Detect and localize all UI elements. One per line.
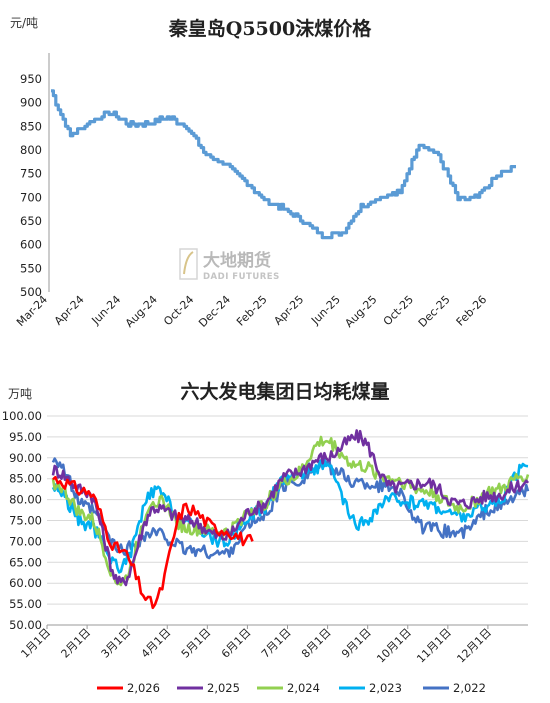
price-x-tick-label: Feb-25 bbox=[234, 293, 270, 329]
watermark: 大地期货 DADI FUTURES bbox=[179, 248, 280, 282]
consumption-y-tick-label: 85.00 bbox=[9, 472, 42, 486]
price-series bbox=[51, 89, 516, 240]
consumption-gridlines bbox=[47, 415, 528, 626]
price-y-tick-label: 800 bbox=[20, 143, 42, 157]
consumption-x-tick-label: 11月1日 bbox=[414, 626, 454, 666]
price-y-tick-label: 500 bbox=[20, 285, 42, 299]
consumption-x-ticks: 1月1日 2月1日 3月1日 4月1日 5月1日 6月1日 7月1日 8月1日 9月1日 10月1… bbox=[18, 625, 494, 666]
price-x-tick-label: Feb-26 bbox=[454, 293, 490, 329]
price-y-tick-label: 700 bbox=[20, 190, 42, 204]
price-chart-title: 秦皇岛Q5500沫煤价格 bbox=[168, 17, 372, 40]
price-y-tick-label: 900 bbox=[20, 96, 42, 110]
consumption-y-tick-label: 50.00 bbox=[9, 618, 42, 632]
price-x-tick-label: Dec-24 bbox=[196, 293, 233, 330]
price-x-tick-label: Aug-25 bbox=[342, 293, 379, 330]
price-y-tick-label: 850 bbox=[20, 119, 42, 133]
price-chart: 秦皇岛Q5500沫煤价格 元/吨 500 550 600 650 700 750 800 85… bbox=[10, 16, 516, 330]
consumption-y-tick-label: 100.00 bbox=[2, 409, 42, 423]
watermark-logo-icon bbox=[179, 248, 198, 280]
consumption-y-ticks: 50.00 55.00 60.00 65.00 70.00 75.00 80.00 85.00… bbox=[2, 409, 42, 632]
watermark-en: DADI FUTURES bbox=[203, 272, 280, 282]
watermark-cn: 大地期货 bbox=[203, 250, 271, 271]
consumption-y-tick-label: 90.00 bbox=[9, 451, 42, 465]
consumption-x-tick-label: 10月1日 bbox=[374, 626, 414, 666]
consumption-y-tick-label: 75.00 bbox=[9, 514, 42, 528]
consumption-series-line-2026 bbox=[52, 475, 254, 610]
legend-label: 2,026 bbox=[127, 681, 160, 695]
price-x-tick-label: Oct-25 bbox=[381, 293, 416, 328]
consumption-x-tick-label: 8月1日 bbox=[299, 626, 334, 661]
consumption-chart-title: 六大发电集团日均耗煤量 bbox=[180, 380, 389, 403]
consumption-x-tick-label: 3月1日 bbox=[99, 626, 134, 661]
price-x-tick-label: Apr-24 bbox=[52, 293, 87, 328]
price-x-tick-label: Dec-25 bbox=[416, 293, 453, 330]
price-x-tick-label: Oct-24 bbox=[161, 293, 196, 328]
price-x-tick-label: Apr-25 bbox=[271, 293, 306, 328]
consumption-series bbox=[51, 429, 530, 610]
consumption-y-tick-label: 55.00 bbox=[9, 597, 42, 611]
consumption-x-tick-label: 7月1日 bbox=[259, 626, 294, 661]
watermark-logo-stroke-icon bbox=[183, 251, 194, 275]
consumption-x-tick-label: 12月1日 bbox=[454, 626, 494, 666]
legend-label: 2,024 bbox=[287, 681, 320, 695]
price-y-tick-label: 950 bbox=[20, 72, 42, 86]
price-x-ticks: Mar-24 Apr-24 Jun-24 Aug-24 Oct-24 Dec-24 Feb-… bbox=[14, 293, 489, 330]
consumption-x-tick-label: 6月1日 bbox=[219, 626, 254, 661]
consumption-legend: 2,026 2,025 2,024 2,023 2,022 bbox=[97, 681, 486, 695]
legend-label: 2,025 bbox=[207, 681, 240, 695]
consumption-y-tick-label: 70.00 bbox=[9, 534, 42, 548]
price-y-tick-label: 650 bbox=[20, 214, 42, 228]
consumption-x-tick-label: 5月1日 bbox=[179, 626, 214, 661]
legend-label: 2,022 bbox=[453, 681, 486, 695]
legend-label: 2,023 bbox=[369, 681, 402, 695]
price-y-tick-label: 750 bbox=[20, 167, 42, 181]
consumption-x-tick-label: 2月1日 bbox=[59, 626, 94, 661]
price-y-tick-label: 550 bbox=[20, 261, 42, 275]
price-x-tick-label: Jun-24 bbox=[89, 293, 124, 328]
consumption-x-tick-label: 9月1日 bbox=[339, 626, 374, 661]
price-series-line bbox=[51, 89, 516, 240]
consumption-y-tick-label: 65.00 bbox=[9, 555, 42, 569]
consumption-y-tick-label: 95.00 bbox=[9, 430, 42, 444]
price-x-tick-label: Aug-24 bbox=[123, 293, 160, 330]
consumption-y-tick-label: 80.00 bbox=[9, 493, 42, 507]
price-chart-unit: 元/吨 bbox=[10, 16, 38, 30]
consumption-y-tick-label: 60.00 bbox=[9, 576, 42, 590]
price-x-tick-label: Jun-25 bbox=[308, 293, 343, 328]
consumption-chart-unit: 万吨 bbox=[8, 387, 32, 401]
price-y-ticks: 500 550 600 650 700 750 800 850 900 950 bbox=[20, 72, 42, 299]
price-y-tick-label: 600 bbox=[20, 238, 42, 252]
consumption-x-tick-label: 4月1日 bbox=[139, 626, 174, 661]
coal-consumption-chart: 六大发电集团日均耗煤量 万吨 50.00 55.00 60.00 65.00 70.00… bbox=[2, 380, 530, 695]
